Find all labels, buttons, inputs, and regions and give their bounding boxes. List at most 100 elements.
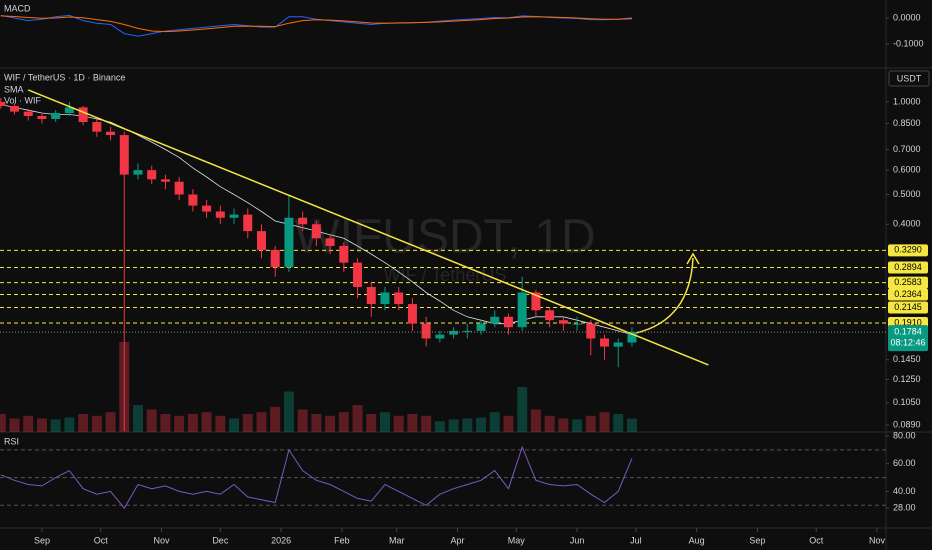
watermark-sub: WIF / TetherUS (384, 265, 507, 285)
volume-bar (530, 409, 541, 432)
volume-bar (0, 414, 6, 432)
volume-bar (50, 419, 61, 432)
x-tick-label: 2026 (271, 535, 291, 545)
symbol-title: WIF / TetherUS · 1D · Binance (4, 72, 125, 82)
last-price-label: 0.1784 (894, 326, 922, 336)
x-tick-label: Apr (450, 535, 464, 545)
x-tick-label: Mar (389, 535, 405, 545)
candle-body (92, 122, 102, 132)
volume-bar (215, 415, 226, 432)
volume-bar (283, 391, 294, 432)
candle-body (78, 107, 88, 123)
y-tick-label: 0.1250 (893, 374, 921, 384)
candle-body (476, 323, 486, 331)
x-tick-label: Jul (630, 535, 642, 545)
volume-bar (572, 419, 583, 432)
rsi-tick-label: 28.00 (893, 502, 916, 512)
rsi-tick-label: 40.00 (893, 486, 916, 496)
candle-body (517, 292, 527, 328)
currency[interactable]: USDT (897, 73, 922, 83)
candle-body (133, 170, 143, 175)
candle-body (64, 107, 74, 114)
volume-bar (517, 387, 528, 432)
x-tick-label: Nov (154, 535, 171, 545)
candle-body (23, 111, 33, 116)
rsi-line (0, 445, 633, 509)
x-tick-label: Jun (570, 535, 585, 545)
volume-bar (626, 418, 637, 432)
rsi-tick-label: 60.00 (893, 458, 916, 468)
volume-bar (544, 415, 555, 432)
level-label: 0.2894 (894, 262, 922, 272)
indicator-label: SMA (4, 84, 24, 94)
level-label-box (888, 276, 928, 289)
volume-bar (448, 419, 459, 432)
projection-arrow (635, 257, 694, 334)
candle-body (490, 316, 500, 324)
volume-bar (366, 414, 377, 432)
x-tick-label: Oct (94, 535, 109, 545)
level-label: 0.2364 (894, 289, 922, 299)
y-tick-label: 0.0890 (893, 419, 921, 429)
y-tick-label: 0.7000 (893, 144, 921, 154)
volume-bar (270, 406, 281, 432)
x-tick-label: Dec (212, 535, 229, 545)
macd-tick-label: 0.0000 (893, 12, 921, 22)
volume-bar (558, 418, 569, 432)
volume-bar (599, 412, 610, 432)
x-tick-label: Aug (689, 535, 705, 545)
volume-bar (146, 409, 157, 432)
rsi-title: RSI (4, 436, 19, 446)
volume-bar (462, 418, 473, 432)
x-tick-label: Sep (749, 535, 765, 545)
volume-bar (9, 418, 20, 432)
candle-body (270, 249, 280, 268)
candle-body (119, 135, 129, 175)
volume-bar (201, 412, 212, 432)
level-label: 0.2583 (894, 277, 922, 287)
candle-body (435, 334, 445, 339)
x-tick-label: Nov (869, 535, 886, 545)
candle-body (380, 292, 390, 305)
volume-bar (36, 418, 47, 432)
candle-body (298, 217, 308, 225)
last-price-box (888, 325, 928, 352)
volume-bar (503, 415, 514, 432)
volume-bar (64, 417, 75, 432)
volume-bar (105, 412, 116, 432)
candle-body (600, 338, 610, 347)
volume-bar (132, 405, 143, 432)
volume-bar (476, 417, 487, 432)
volume-bar (352, 405, 363, 432)
x-tick-label: Feb (334, 535, 350, 545)
candle-body (339, 245, 349, 263)
y-tick-label: 1.0000 (893, 96, 921, 106)
volume-bar (187, 414, 198, 432)
candle-body (160, 179, 170, 182)
x-tick-label: Oct (809, 535, 824, 545)
volume-bar (256, 412, 267, 432)
candle-body (545, 310, 555, 321)
volume-bar (613, 414, 624, 432)
y-tick-label: 0.1050 (893, 397, 921, 407)
macd-line (0, 15, 633, 33)
volume-bar (297, 409, 308, 432)
candle-body (366, 287, 376, 305)
volume-bar (242, 414, 253, 432)
candle-body (503, 316, 513, 328)
volume-bar (325, 415, 336, 432)
volume-bar (174, 415, 185, 432)
volume-bar (585, 415, 596, 432)
level-label-box (888, 301, 928, 314)
candle-body (106, 131, 116, 136)
x-tick-label: Sep (34, 535, 50, 545)
volume-bar (23, 415, 34, 432)
y-tick-label: 0.6000 (893, 164, 921, 174)
currency-box[interactable] (888, 70, 930, 87)
candle-body (627, 332, 637, 343)
volume-bar (379, 412, 390, 432)
level-label-box (888, 261, 928, 274)
candle-body (147, 170, 157, 180)
candle-body (531, 292, 541, 311)
